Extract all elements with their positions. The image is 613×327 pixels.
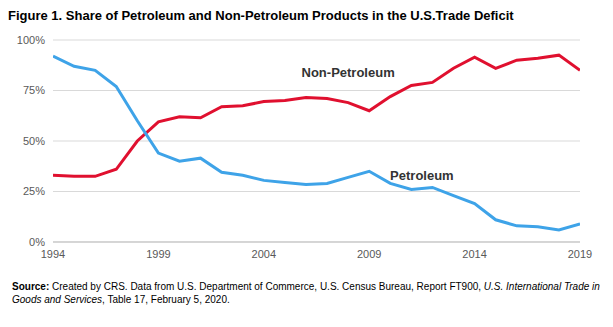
html-text:Source: Created by CRS. Data f: Source: Created by CRS. Data from U.S. D… [12,281,600,305]
svg-text:2009: 2009 [357,248,381,260]
svg-text:2019: 2019 [568,248,592,260]
svg-text:1999: 1999 [146,248,170,260]
svg-text:50%: 50% [23,135,45,147]
html-text:Figure 1. Share of Petroleum a: Figure 1. Share of Petroleum and Non-Pet… [8,8,514,23]
svg-text:75%: 75% [23,84,45,96]
svg-text:Petroleum: Petroleum [390,168,454,183]
svg-text:25%: 25% [23,185,45,197]
svg-text:Non-Petroleum: Non-Petroleum [302,65,395,80]
svg-text:2014: 2014 [462,248,486,260]
svg-text:2004: 2004 [252,248,276,260]
svg-text:1994: 1994 [41,248,65,260]
svg-text:0%: 0% [29,236,45,248]
svg-text:100%: 100% [17,34,45,46]
